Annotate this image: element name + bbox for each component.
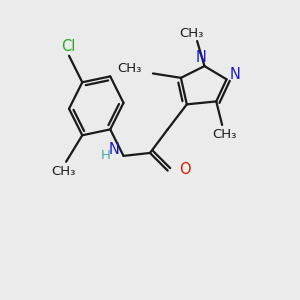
Text: Cl: Cl [61, 39, 76, 54]
Text: CH₃: CH₃ [179, 27, 203, 40]
Text: CH₃: CH₃ [51, 165, 75, 178]
Text: CH₃: CH₃ [212, 128, 237, 141]
Text: N: N [109, 142, 119, 157]
Text: O: O [179, 162, 190, 177]
Text: N: N [196, 50, 207, 65]
Text: N: N [230, 67, 240, 82]
Text: H: H [101, 149, 111, 162]
Text: CH₃: CH₃ [117, 61, 141, 75]
